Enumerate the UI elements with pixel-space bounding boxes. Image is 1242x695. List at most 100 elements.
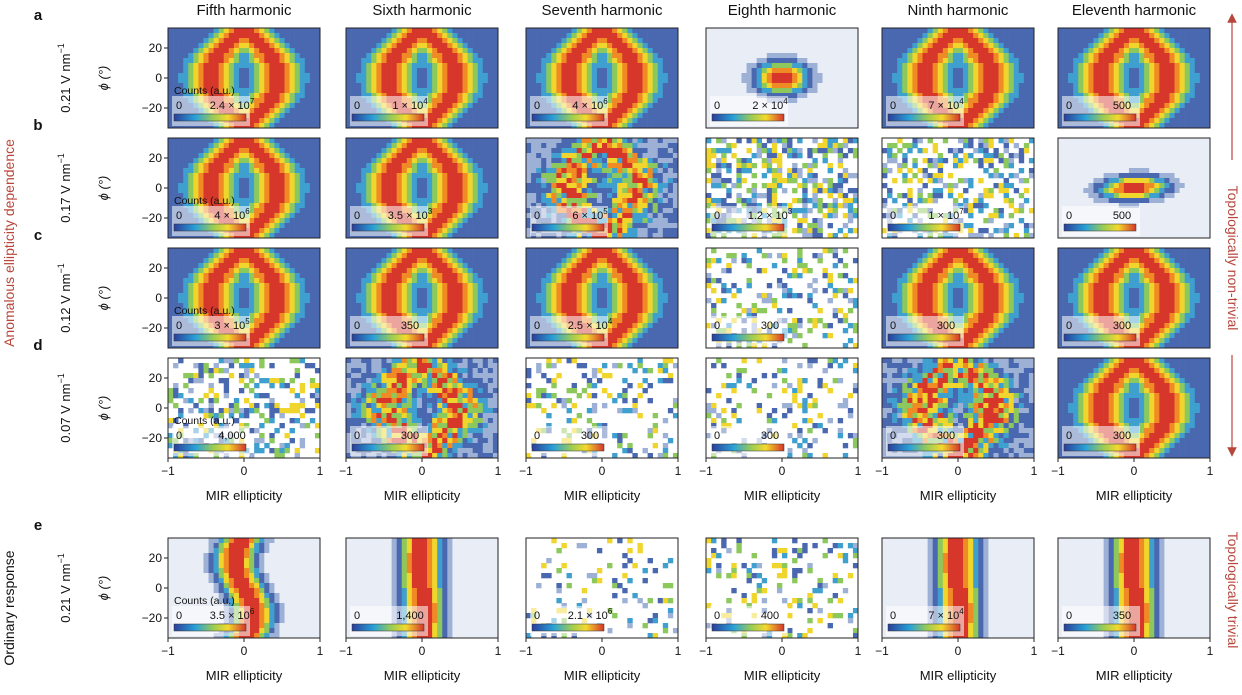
heatmap-cell [1068, 53, 1074, 59]
heatmap-cell [576, 138, 583, 144]
heatmap-cell [1179, 123, 1185, 129]
heatmap-cell [269, 63, 275, 69]
heatmap-cell [274, 233, 280, 239]
heatmap-cell [492, 163, 499, 169]
heatmap-cell [244, 143, 250, 149]
heatmap-cell [847, 63, 854, 69]
heatmap-cell [294, 158, 301, 164]
heatmap-cell [228, 93, 235, 99]
heatmap-cell [1139, 108, 1145, 114]
heatmap-cell [386, 148, 392, 154]
heatmap-cell [386, 198, 392, 204]
heatmap-cell [536, 43, 542, 49]
heatmap-cell [442, 38, 448, 44]
heatmap-cell [832, 68, 839, 74]
heatmap-cell [958, 58, 964, 64]
colorbar [351, 113, 425, 122]
heatmap-cell [264, 233, 270, 239]
heatmap-cell [386, 53, 392, 59]
heatmap-cell [193, 183, 199, 189]
heatmap-cell [596, 138, 603, 144]
heatmap-cell [492, 103, 499, 109]
heatmap-cell [827, 78, 833, 84]
heatmap-cell [1149, 33, 1155, 39]
heatmap-cell [188, 143, 194, 149]
heatmap-cell [492, 83, 499, 89]
column-title: Sixth harmonic [372, 2, 472, 19]
heatmap-cell [726, 63, 732, 69]
heatmap-cell [657, 98, 664, 104]
heatmap-cell [422, 198, 428, 204]
heatmap-cell [632, 108, 638, 114]
heatmap-cell [1083, 53, 1089, 59]
heatmap-cell [968, 98, 974, 104]
heatmap-cell [274, 153, 280, 159]
heatmap-cell [178, 188, 184, 194]
heatmap-cell [802, 108, 808, 114]
heatmap-cell [591, 33, 598, 39]
heatmap-cell [797, 108, 803, 114]
heatmap-cell [381, 33, 387, 39]
heatmap-cell [198, 153, 204, 159]
heatmap-cell [289, 83, 295, 89]
heatmap-cell [1204, 48, 1211, 54]
heatmap-cell [356, 53, 362, 59]
heatmap-cell [361, 173, 367, 179]
heatmap-cell [193, 58, 199, 64]
heatmap-cell [1154, 63, 1160, 69]
heatmap-cell [168, 203, 174, 209]
heatmap-cell [314, 188, 321, 194]
heatmap-cell [1018, 88, 1025, 94]
heatmap-cell [376, 93, 382, 99]
heatmap-cell [627, 123, 633, 129]
heatmap-cell [571, 143, 577, 149]
heatmap-cell [1169, 98, 1175, 104]
heatmap-cell [837, 28, 844, 34]
heatmap-cell [551, 28, 557, 34]
heatmap-cell [963, 123, 969, 129]
heatmap-cell [371, 83, 377, 89]
heatmap-cell [807, 83, 813, 89]
heatmap-cell [632, 113, 638, 119]
heatmap-cell [472, 33, 479, 39]
heatmap-cell [213, 58, 219, 64]
heatmap-cell [228, 153, 235, 159]
heatmap-cell [657, 123, 664, 129]
heatmap-cell [546, 33, 552, 39]
heatmap-cell [1003, 88, 1009, 94]
heatmap-cell [249, 38, 255, 44]
heatmap-cell [596, 93, 603, 99]
heatmap-cell [716, 68, 722, 74]
heatmap-cell [842, 113, 849, 119]
heatmap-cell [812, 88, 818, 94]
heatmap-cell [447, 48, 453, 54]
heatmap-cell [561, 93, 567, 99]
heatmap-cell [802, 113, 808, 119]
heatmap-cell [1008, 123, 1015, 129]
heatmap-cell [198, 198, 204, 204]
heatmap-cell [751, 33, 757, 39]
heatmap-cell [427, 118, 433, 124]
heatmap-cell [1179, 38, 1185, 44]
heatmap-cell [233, 143, 240, 149]
heatmap-cell [1169, 88, 1175, 94]
heatmap-cell [391, 33, 397, 39]
heatmap-cell [361, 63, 367, 69]
heatmap-cell [1023, 123, 1030, 129]
heatmap-cell [827, 103, 833, 109]
heatmap-cell [963, 108, 969, 114]
heatmap-cell [259, 198, 265, 204]
heatmap-cell [526, 88, 532, 94]
heatmap-cell [632, 33, 638, 39]
heatmap-cell [279, 78, 285, 84]
heatmap-cell [238, 183, 245, 189]
heatmap-cell [637, 143, 643, 149]
heatmap-cell [279, 198, 285, 204]
heatmap-cell [492, 173, 499, 179]
heatmap-cell [351, 168, 357, 174]
heatmap-cell [706, 78, 712, 84]
heatmap-cell [1013, 88, 1020, 94]
heatmap-cell [822, 118, 828, 124]
heatmap-cell [847, 113, 854, 119]
heatmap-cell [223, 68, 230, 74]
